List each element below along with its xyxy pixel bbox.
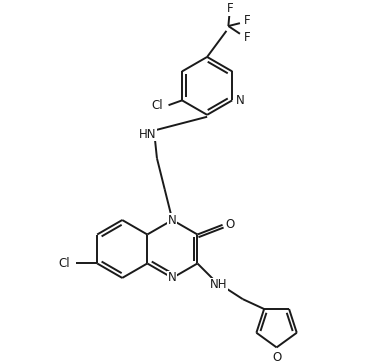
Text: N: N [168, 214, 177, 227]
Text: NH: NH [210, 278, 227, 291]
Text: O: O [226, 218, 235, 231]
Text: HN: HN [138, 128, 156, 141]
Text: O: O [272, 350, 281, 362]
Text: N: N [236, 94, 244, 107]
Text: F: F [244, 31, 251, 44]
Text: F: F [244, 14, 251, 27]
Text: Cl: Cl [151, 99, 163, 112]
Text: N: N [168, 272, 177, 285]
Text: F: F [227, 2, 234, 15]
Text: Cl: Cl [59, 257, 70, 270]
